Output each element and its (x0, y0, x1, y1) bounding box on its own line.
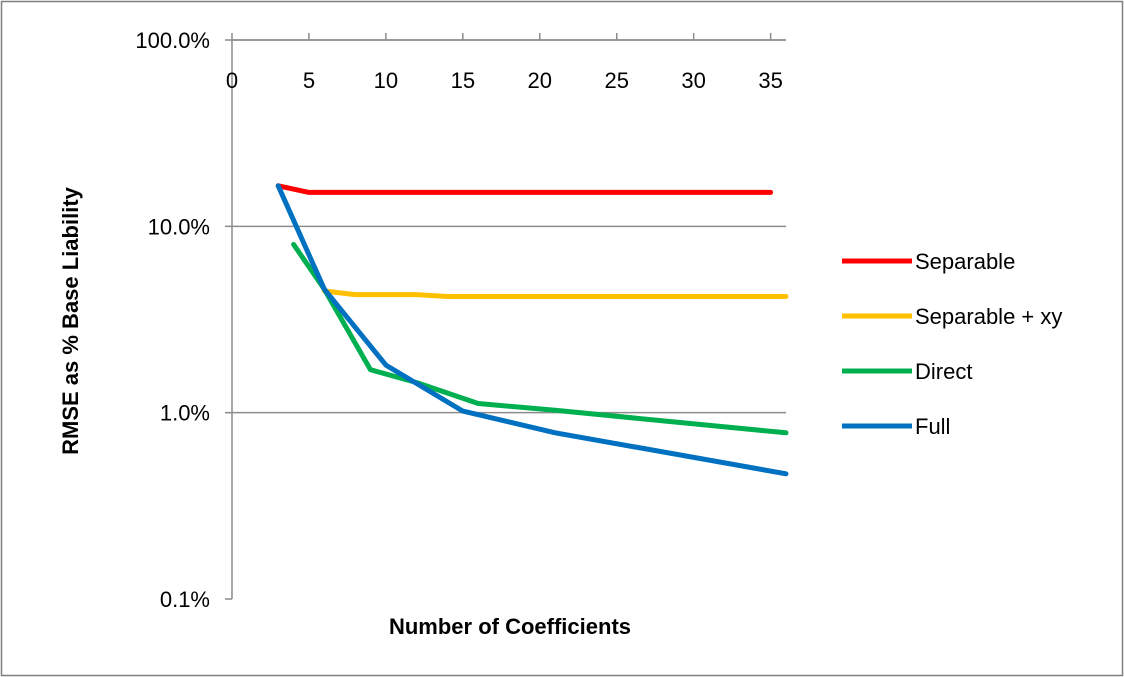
x-tick-label: 15 (451, 68, 475, 93)
x-tick-label: 35 (758, 68, 782, 93)
series-line-separable-xy (321, 288, 789, 299)
y-tick-label: 10.0% (148, 214, 210, 239)
y-axis-title: RMSE as % Base Liability (58, 186, 83, 455)
x-tick-label: 10 (374, 68, 398, 93)
y-tick-label: 0.1% (160, 587, 210, 612)
x-axis-title: Number of Coefficients (389, 614, 631, 639)
x-tick-label: 20 (528, 68, 552, 93)
legend: Separable Separable + xy Direct Full (842, 249, 1062, 439)
axes: 0.1% 1.0% 10.0% 100.0% 0 5 10 15 20 25 30 35 (135, 28, 786, 612)
legend-label-separable-xy: Separable + xy (915, 304, 1062, 329)
x-tick-label: 0 (226, 68, 238, 93)
series-line-full (275, 183, 789, 477)
legend-label-direct: Direct (915, 359, 972, 384)
y-tick-label: 100.0% (135, 28, 210, 53)
x-tick-label: 30 (681, 68, 705, 93)
y-tick-label: 1.0% (160, 401, 210, 426)
x-tick-label: 5 (303, 68, 315, 93)
legend-label-full: Full (915, 414, 950, 439)
series-line-separable (275, 183, 774, 195)
legend-label-separable: Separable (915, 249, 1015, 274)
x-tick-label: 25 (604, 68, 628, 93)
plot-series (275, 183, 789, 477)
